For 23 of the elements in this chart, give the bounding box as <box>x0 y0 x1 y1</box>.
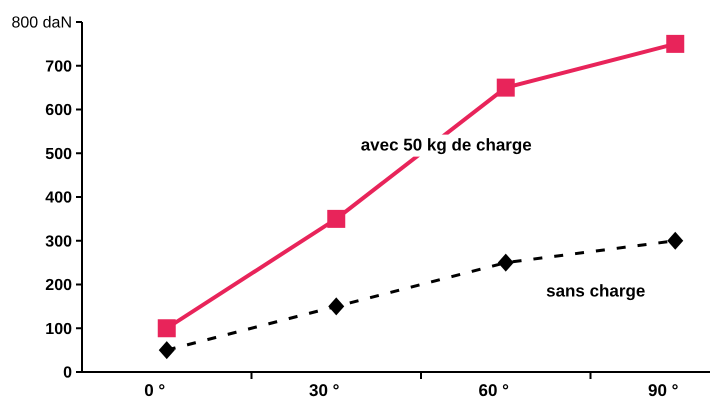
y-tick-label: 600 <box>45 102 72 120</box>
x-tick-label: 0 ° <box>144 381 166 400</box>
y-tick-label: 0 <box>63 364 72 382</box>
y-tick-label: 800 daN <box>12 14 72 32</box>
point <box>158 319 176 338</box>
point <box>327 210 346 228</box>
series-label: avec 50 kg de charge <box>360 136 532 155</box>
y-tick-label: 700 <box>45 58 72 76</box>
y-tick-label: 100 <box>45 320 72 338</box>
point <box>328 297 344 316</box>
y-tick-label: 500 <box>45 146 72 163</box>
y-tick-label: 400 <box>45 190 72 207</box>
x-tick-label: 60 ° <box>478 381 510 400</box>
point <box>666 34 684 53</box>
point <box>498 254 514 272</box>
y-tick-label: 300 <box>45 233 72 250</box>
point <box>158 341 175 360</box>
point <box>496 78 515 97</box>
point <box>667 232 684 250</box>
x-tick-label: 30 ° <box>309 381 340 400</box>
series-label: sans charge <box>546 282 646 301</box>
y-tick-label: 200 <box>45 277 72 294</box>
x-tick-label: 90 ° <box>648 381 679 400</box>
